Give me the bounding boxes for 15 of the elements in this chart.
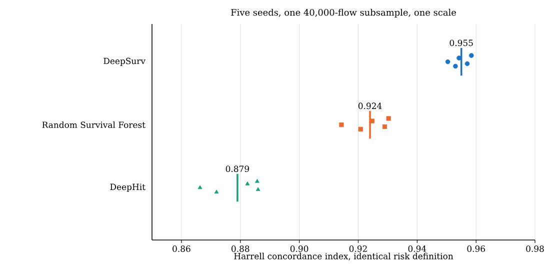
x-tick-label: 0.92 bbox=[349, 246, 367, 252]
x-tick-label: 0.88 bbox=[232, 246, 250, 252]
x-tick-label: 0.98 bbox=[526, 246, 544, 252]
ref-line-label: 0.955 bbox=[450, 40, 473, 46]
y-tick-label: Random Survival Forest bbox=[42, 121, 146, 128]
x-tick-label: 0.90 bbox=[290, 246, 308, 252]
x-tick-label: 0.96 bbox=[467, 246, 485, 252]
x-axis-title: Harrell concordance index, identical risk definition bbox=[234, 252, 454, 260]
x-tick-label: 0.86 bbox=[172, 246, 190, 252]
y-tick-label: DeepSurv bbox=[104, 58, 146, 66]
ref-line-label: 0.924 bbox=[358, 102, 382, 110]
x-tick-label: 0.94 bbox=[408, 246, 426, 252]
y-tick-label: DeepHit bbox=[110, 184, 146, 192]
chart-title: Five seeds, one 40,000-flow subsample, one scale bbox=[231, 8, 456, 18]
ref-line-label: 0.879 bbox=[226, 166, 249, 172]
